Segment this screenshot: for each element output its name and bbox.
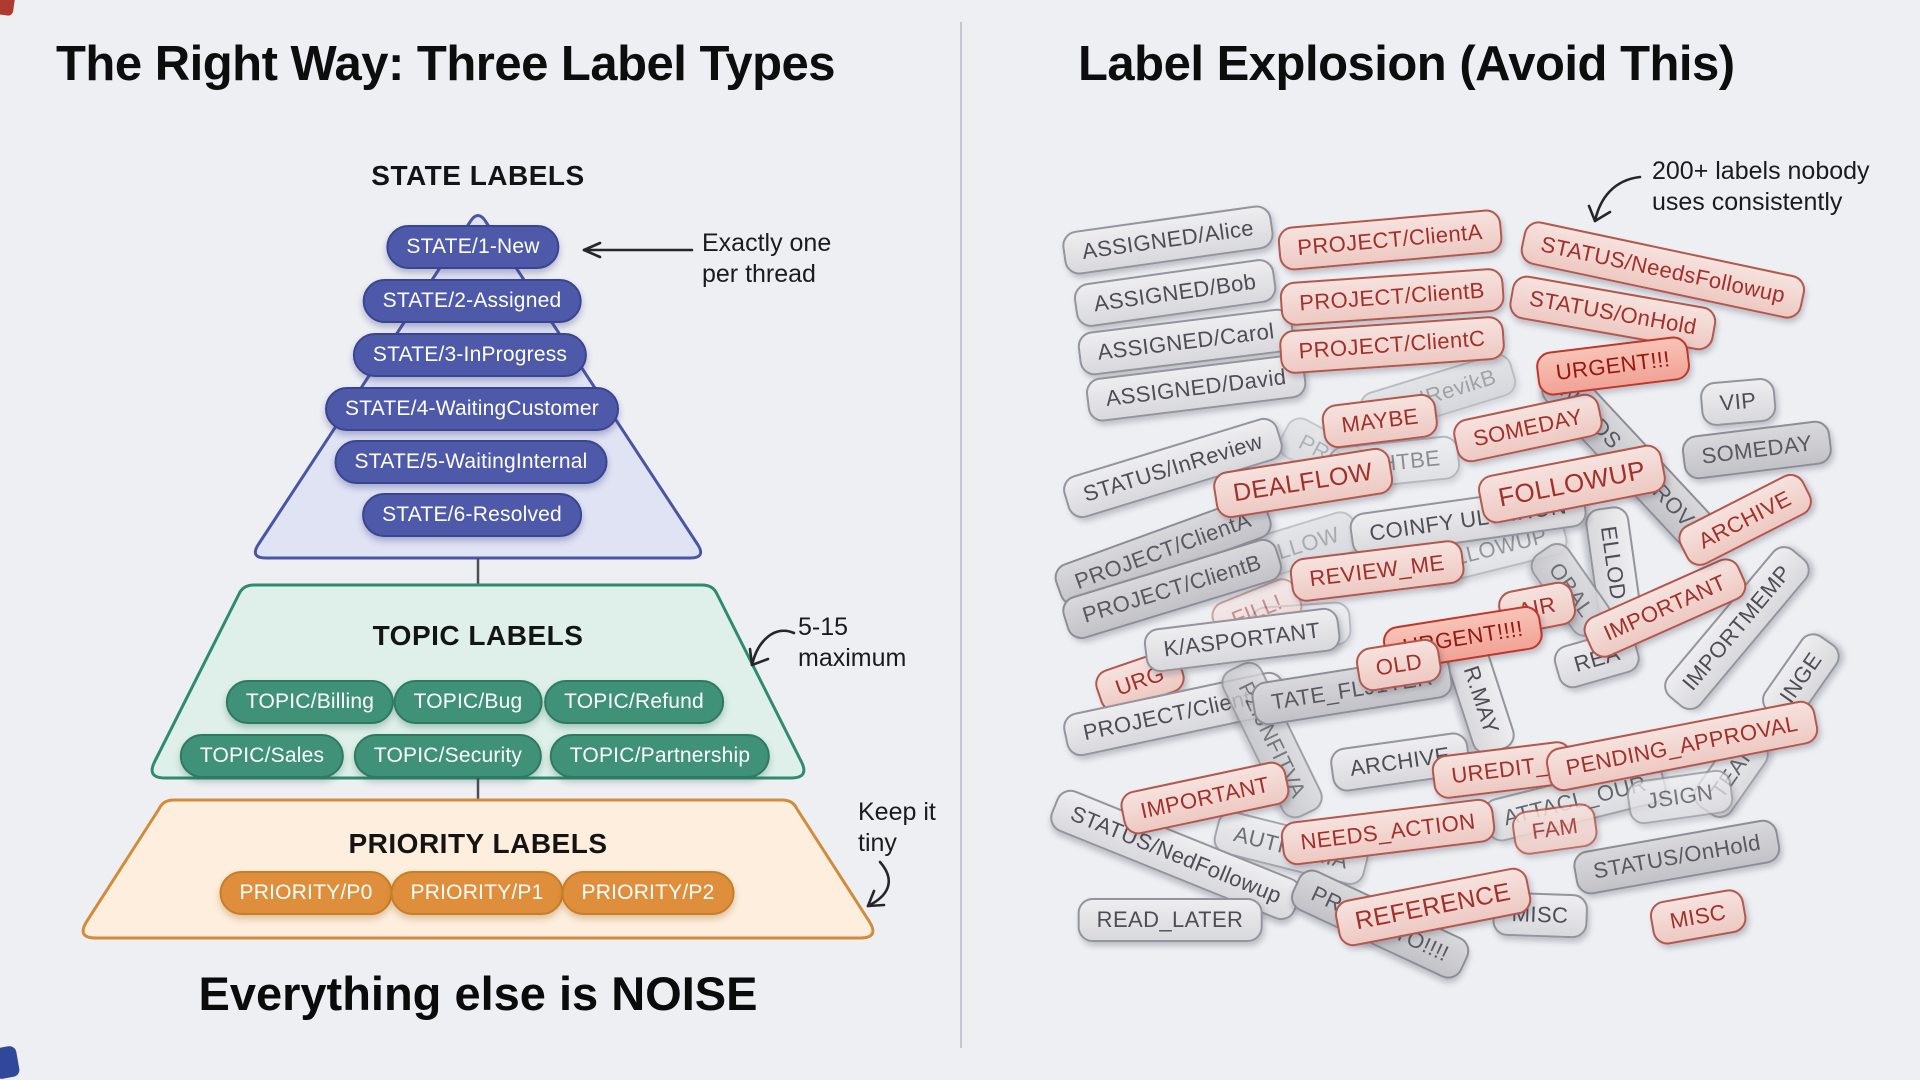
topic-labels-heading: TOPIC LABELS (372, 620, 584, 651)
annotation-keep-it-tiny: Keep it tiny (858, 797, 936, 858)
annotation-line: maximum (798, 643, 907, 672)
state-label-pill: STATE/4-WaitingCustomer (325, 387, 619, 431)
topic-label-pill: TOPIC/Partnership (549, 734, 771, 778)
priority-trapezoid-shape (81, 798, 875, 940)
annotation-line: tiny (858, 828, 897, 857)
annotation-line: Keep it (858, 798, 936, 826)
state-label-pill: STATE/6-Resolved (362, 493, 582, 537)
chaos-label-pill: VIP (1698, 376, 1778, 428)
state-labels-heading: STATE LABELS (371, 160, 585, 191)
arrow-200-labels (1587, 175, 1642, 223)
annotation-line: 200+ labels nobody (1652, 157, 1870, 185)
annotation-line: uses consistently (1652, 187, 1843, 216)
topic-label-pill: TOPIC/Bug (393, 680, 543, 724)
arrow-exactly-one (582, 241, 694, 259)
annotation-5-15-maximum: 5-15 maximum (798, 612, 906, 673)
priority-label-pill: PRIORITY/P2 (561, 871, 735, 915)
topic-label-pill: TOPIC/Billing (225, 680, 395, 724)
panel-divider (960, 22, 962, 1048)
annotation-exactly-one-per-thread: Exactly one per thread (702, 228, 831, 289)
state-label-pill: STATE/2-Assigned (362, 279, 582, 323)
priority-label-pill: PRIORITY/P0 (219, 871, 393, 915)
arrow-keep-it-tiny (866, 860, 890, 908)
topic-label-pill: TOPIC/Sales (179, 734, 345, 778)
state-label-pill: STATE/5-WaitingInternal (334, 440, 608, 484)
arrow-5-15-maximum (748, 629, 796, 667)
annotation-200-labels: 200+ labels nobody uses consistently (1652, 156, 1870, 217)
noise-footer-text: Everything else is NOISE (198, 967, 758, 1020)
topic-label-pill: TOPIC/Security (353, 734, 543, 778)
state-label-pill: STATE/3-InProgress (352, 333, 588, 377)
right-panel-title: Label Explosion (Avoid This) (1078, 37, 1735, 91)
annotation-line: 5-15 (798, 613, 849, 641)
priority-labels-heading: PRIORITY LABELS (348, 828, 608, 859)
left-panel-title: The Right Way: Three Label Types (56, 37, 836, 91)
topic-label-pill: TOPIC/Refund (544, 680, 724, 724)
annotation-line: per thread (702, 259, 816, 288)
state-label-pill: STATE/1-New (386, 225, 560, 269)
annotation-line: Exactly one (702, 229, 832, 257)
priority-label-pill: PRIORITY/P1 (390, 871, 564, 915)
chaos-label-pill: READ_LATER (1077, 898, 1263, 942)
